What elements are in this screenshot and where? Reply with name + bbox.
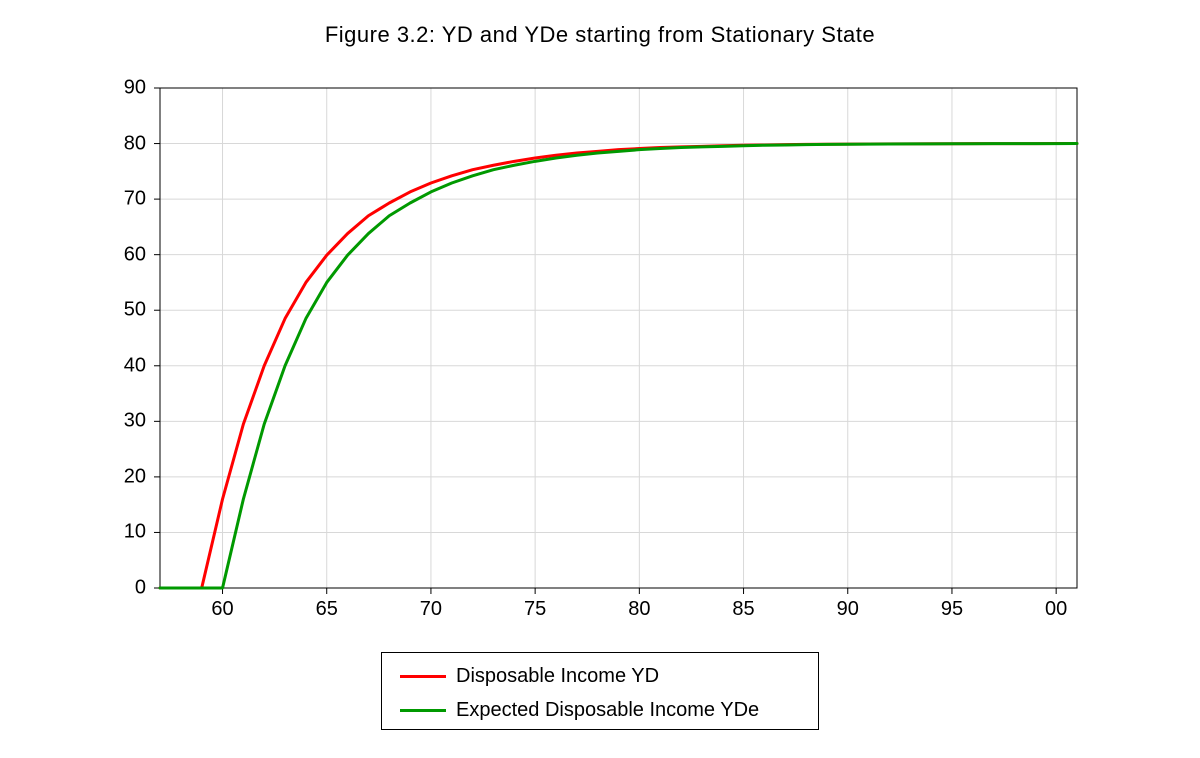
legend-line-icon [400, 709, 446, 712]
x-tick-label: 00 [1045, 598, 1067, 621]
x-tick-label: 90 [837, 598, 859, 621]
y-tick-label: 10 [124, 521, 146, 544]
y-tick-label: 0 [135, 577, 146, 600]
x-tick-label: 70 [420, 598, 442, 621]
legend-line-icon [400, 675, 446, 678]
legend-label: Expected Disposable Income YDe [456, 699, 759, 722]
x-tick-label: 80 [628, 598, 650, 621]
plot-area [160, 88, 1077, 588]
y-tick-label: 90 [124, 77, 146, 100]
chart-title: Figure 3.2: YD and YDe starting from Sta… [0, 22, 1200, 48]
x-tick-label: 85 [732, 598, 754, 621]
legend: Disposable Income YD Expected Disposable … [381, 652, 819, 730]
y-tick-label: 70 [124, 188, 146, 211]
y-tick-label: 20 [124, 465, 146, 488]
legend-item-1: Expected Disposable Income YDe [400, 693, 818, 727]
x-tick-label: 95 [941, 598, 963, 621]
y-tick-label: 50 [124, 299, 146, 322]
legend-label: Disposable Income YD [456, 665, 659, 688]
y-tick-label: 30 [124, 410, 146, 433]
x-tick-label: 65 [316, 598, 338, 621]
y-tick-label: 60 [124, 243, 146, 266]
y-tick-label: 80 [124, 132, 146, 155]
chart-container: Figure 3.2: YD and YDe starting from Sta… [0, 0, 1200, 758]
y-tick-label: 40 [124, 354, 146, 377]
x-tick-label: 60 [211, 598, 233, 621]
legend-item-0: Disposable Income YD [400, 659, 818, 693]
x-tick-label: 75 [524, 598, 546, 621]
